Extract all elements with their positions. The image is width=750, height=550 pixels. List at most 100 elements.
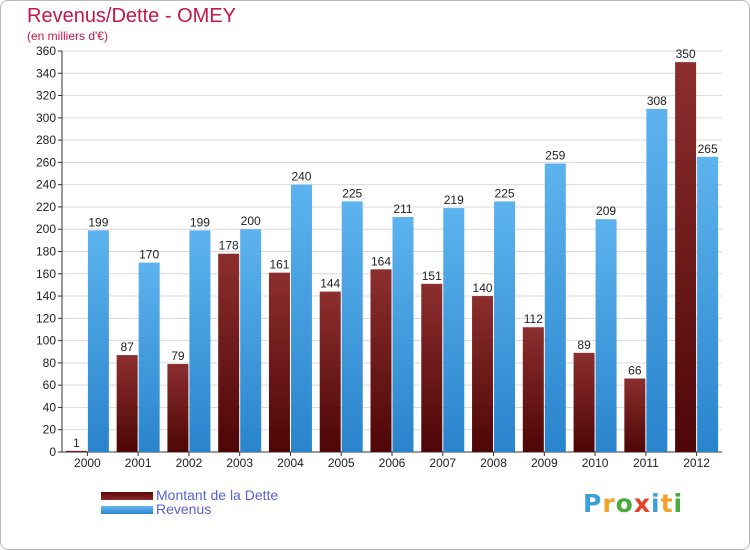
- x-tick-label: 2012: [683, 456, 710, 470]
- y-tick-label: 40: [43, 400, 57, 414]
- revenue-value-label: 199: [190, 215, 210, 229]
- revenue-value-label: 199: [88, 215, 108, 229]
- revenue-value-label: 225: [342, 186, 362, 200]
- debt-bar: [675, 62, 697, 453]
- debt-value-label: 144: [320, 277, 340, 291]
- revenue-bar: [443, 208, 465, 452]
- revenue-bar: [290, 184, 312, 452]
- y-tick-label: 200: [36, 222, 56, 236]
- revenue-bar: [341, 201, 363, 452]
- debt-value-label: 112: [524, 312, 543, 326]
- revenue-bar: [240, 229, 262, 452]
- revenue-value-label: 219: [444, 193, 464, 207]
- revenue-bar: [392, 216, 414, 452]
- y-tick-label: 240: [36, 178, 56, 192]
- y-tick-label: 20: [43, 423, 57, 437]
- debt-value-label: 161: [269, 258, 289, 272]
- chart-subtitle: (en milliers d'€): [27, 29, 108, 43]
- y-tick-label: 340: [36, 66, 56, 80]
- debt-value-label: 66: [628, 363, 642, 377]
- revenue-value-label: 211: [393, 202, 412, 216]
- debt-bar: [522, 327, 544, 452]
- legend-swatch-revenue: [101, 506, 153, 514]
- x-tick-label: 2007: [429, 456, 456, 470]
- logo-letter: x: [633, 489, 651, 518]
- debt-bar: [167, 364, 189, 452]
- y-tick-label: 180: [36, 245, 56, 259]
- revenue-bar: [138, 262, 160, 452]
- y-tick-label: 0: [49, 445, 56, 459]
- y-tick-label: 220: [36, 200, 56, 214]
- x-tick-label: 2001: [125, 456, 152, 470]
- debt-bar: [268, 272, 290, 452]
- revenue-value-label: 265: [698, 142, 718, 156]
- logo-letter: P: [583, 489, 603, 518]
- debt-bar: [370, 269, 392, 452]
- debt-bar: [472, 296, 494, 452]
- proxiti-logo: Proxiti: [583, 489, 683, 518]
- y-tick-label: 280: [36, 133, 56, 147]
- y-tick-label: 100: [36, 334, 56, 348]
- revenue-bar: [544, 163, 566, 452]
- debt-value-label: 89: [577, 338, 591, 352]
- revenue-value-label: 200: [241, 214, 261, 228]
- x-tick-label: 2010: [582, 456, 609, 470]
- debt-value-label: 87: [120, 340, 134, 354]
- x-tick-label: 2004: [277, 456, 304, 470]
- debt-bar: [421, 283, 443, 452]
- y-tick-label: 60: [43, 378, 57, 392]
- revenue-bar: [87, 230, 109, 452]
- debt-bar: [573, 352, 595, 452]
- chart-title: Revenus/Dette - OMEY: [27, 5, 236, 27]
- revenue-value-label: 308: [647, 94, 667, 108]
- x-tick-label: 2000: [74, 456, 101, 470]
- logo-letter: o: [615, 489, 634, 518]
- revenue-value-label: 240: [291, 170, 311, 184]
- x-tick-label: 2005: [328, 456, 355, 470]
- logo-letter: t: [660, 489, 674, 518]
- y-tick-label: 80: [43, 356, 57, 370]
- revenue-bar: [189, 230, 211, 452]
- debt-value-label: 140: [473, 281, 493, 295]
- revenue-value-label: 209: [596, 204, 616, 218]
- debt-value-label: 164: [371, 254, 391, 268]
- legend-label-revenue: Revenus: [156, 501, 212, 517]
- legend-label-debt: Montant de la Dette: [156, 487, 279, 503]
- revenue-bar: [595, 219, 617, 452]
- revenue-value-label: 225: [495, 186, 515, 200]
- x-tick-label: 2011: [633, 456, 659, 470]
- y-tick-label: 140: [36, 289, 56, 303]
- x-tick-label: 2009: [531, 456, 558, 470]
- revenue-bar: [697, 156, 719, 452]
- y-tick-label: 300: [36, 111, 56, 125]
- y-tick-label: 160: [36, 267, 56, 281]
- x-tick-label: 2003: [226, 456, 253, 470]
- debt-value-label: 350: [676, 47, 696, 61]
- debt-bar: [116, 355, 138, 452]
- x-tick-label: 2006: [379, 456, 406, 470]
- legend-swatch-debt: [101, 492, 153, 500]
- debt-value-label: 151: [422, 269, 442, 283]
- x-tick-label: 2002: [176, 456, 203, 470]
- logo-letter: i: [651, 489, 661, 518]
- x-tick-label: 2008: [480, 456, 507, 470]
- debt-bar: [319, 291, 341, 452]
- debt-value-label: 79: [171, 349, 185, 363]
- debt-value-label: 178: [219, 239, 239, 253]
- revenue-value-label: 259: [545, 149, 565, 163]
- logo-letter: i: [673, 489, 684, 518]
- debt-bar: [218, 253, 240, 452]
- y-tick-label: 120: [36, 311, 56, 325]
- y-tick-label: 360: [36, 44, 56, 58]
- logo-letter: r: [602, 489, 616, 518]
- debt-bar: [624, 378, 646, 452]
- revenue-value-label: 170: [139, 248, 159, 262]
- y-tick-label: 260: [36, 155, 56, 169]
- revenue-bar: [494, 201, 516, 452]
- y-tick-label: 320: [36, 89, 56, 103]
- debt-value-label: 1: [73, 436, 80, 450]
- debt-bar: [65, 450, 87, 452]
- revenue-bar: [646, 108, 668, 452]
